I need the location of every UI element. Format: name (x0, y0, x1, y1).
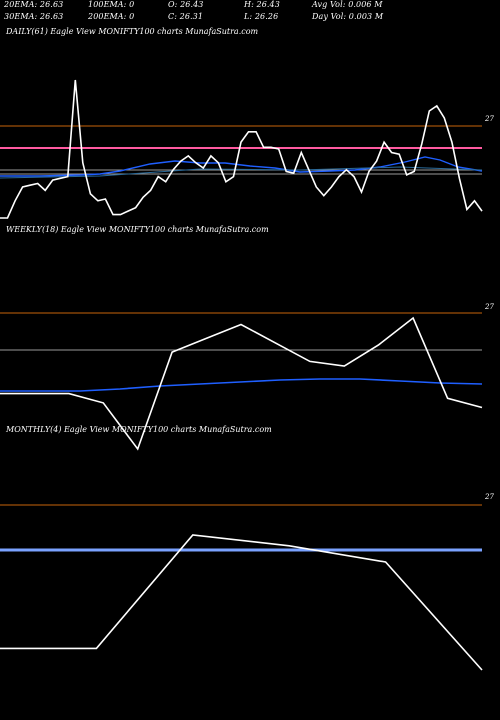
header-avg-vol: Avg Vol: 0.006 M (312, 0, 383, 9)
daily-panel: 27 (0, 79, 494, 219)
header-high: H: 26.43 (244, 0, 280, 9)
daily-ema-line (0, 156, 483, 177)
daily-panel-title: DAILY(61) Eagle View MONIFTY100 charts M… (6, 27, 259, 36)
monthly-panel-title: MONTHLY(4) Eagle View MONIFTY100 charts … (6, 425, 272, 434)
header-200ema: 200EMA: 0 (88, 12, 135, 21)
monthly-panel: 27 (0, 493, 494, 671)
header-close: C: 26.31 (168, 12, 204, 21)
monthly-y-tick: 27 (484, 493, 494, 501)
header-open: O: 26.43 (168, 0, 204, 9)
header-20ema: 20EMA: 26.63 (4, 0, 64, 9)
daily-y-tick: 27 (484, 115, 494, 123)
weekly-panel: 27 (0, 303, 494, 451)
header-100ema: 100EMA: 0 (88, 0, 135, 9)
weekly-panel-title: WEEKLY(18) Eagle View MONIFTY100 charts … (6, 225, 269, 234)
weekly-ema-line (0, 378, 483, 392)
daily-price-line (0, 79, 483, 219)
weekly-y-tick: 27 (484, 303, 494, 311)
daily-ema-line-2 (0, 166, 483, 179)
monthly-price-line (0, 534, 483, 671)
weekly-price-line (0, 316, 483, 451)
header-low: L: 26.26 (244, 12, 279, 21)
header-30ema: 30EMA: 26.63 (4, 12, 64, 21)
header-day-vol: Day Vol: 0.003 M (312, 12, 384, 21)
